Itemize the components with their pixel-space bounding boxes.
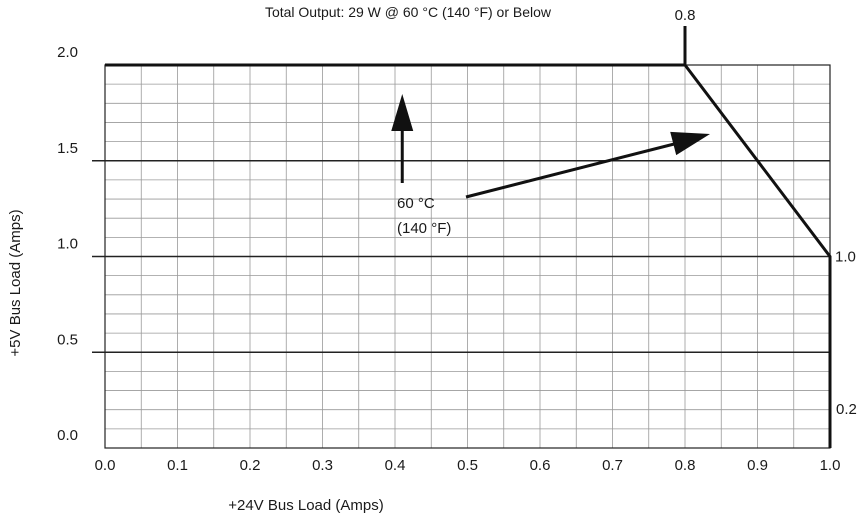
temperature-label-c: 60 °C — [397, 195, 435, 212]
arrow-diagonal-shaft — [465, 139, 687, 199]
series-line — [105, 63, 832, 448]
right-upper-label: 1.0 — [835, 249, 856, 266]
y-tick-label: 1.0 — [57, 236, 78, 253]
x-tick-label: 0.9 — [747, 457, 768, 474]
x-tick-label: 1.0 — [820, 457, 841, 474]
right-lower-label: 0.2 — [836, 401, 857, 418]
y-tick-label: 0.0 — [57, 427, 78, 444]
x-tick-label: 0.1 — [167, 457, 188, 474]
major-grid — [92, 159, 830, 354]
x-tick-label: 0.7 — [602, 457, 623, 474]
x-tick-label: 0.6 — [530, 457, 551, 474]
y-tick-label: 0.5 — [57, 331, 78, 348]
y-tick-label: 2.0 — [57, 44, 78, 61]
x-axis-label: +24V Bus Load (Amps) — [228, 497, 384, 514]
x-tick-label: 0.3 — [312, 457, 333, 474]
arrow-up-head — [391, 94, 414, 131]
y-tick-labels: 0.0 0.5 1.0 1.5 2.0 — [57, 44, 78, 444]
y-tick-label: 1.5 — [57, 140, 78, 157]
x-tick-labels: 0.0 0.1 0.2 0.3 0.4 0.5 0.6 0.7 0.8 0.9 1.0 — [95, 457, 841, 474]
x-tick-label: 0.2 — [240, 457, 261, 474]
x-tick-label: 0.0 — [95, 457, 116, 474]
x-tick-label: 0.4 — [385, 457, 406, 474]
x-tick-label: 0.8 — [675, 457, 696, 474]
top-marker-label: 0.8 — [675, 7, 696, 24]
y-axis-label: +5V Bus Load (Amps) — [7, 209, 24, 356]
x-tick-label: 0.5 — [457, 457, 478, 474]
chart-title: Total Output: 29 W @ 60 °C (140 °F) or B… — [265, 4, 552, 20]
arrow-diagonal-head — [670, 131, 710, 156]
temperature-label-f: (140 °F) — [397, 220, 451, 237]
